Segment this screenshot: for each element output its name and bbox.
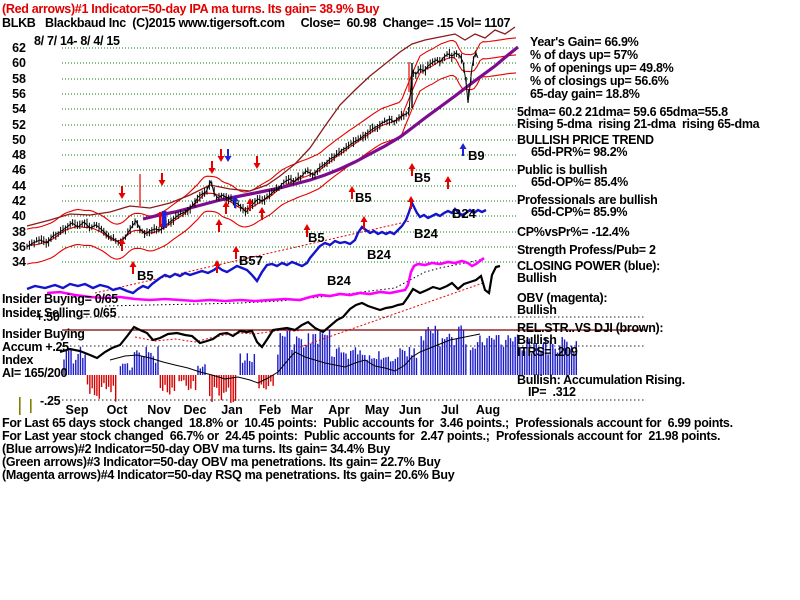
- footer-line: (Magenta arrows)#4 Indicator=50-day RSQ …: [2, 468, 455, 482]
- left-label: Index: [2, 353, 34, 367]
- stats-line: Year's Gain= 66.9%: [530, 35, 639, 49]
- stats-line: Bullish: Accumulation Rising.: [517, 373, 685, 387]
- price-tick-label: 52: [12, 118, 26, 132]
- signal-label-B9: B9: [468, 148, 485, 163]
- price-tick-label: 54: [12, 102, 26, 116]
- stats-line: CLOSING POWER (blue):: [517, 259, 660, 273]
- footer-line: (Green arrows)#3 Indicator=50-day OBV ma…: [2, 455, 441, 469]
- stats-line: REL.STR..VS DJI (brown):: [517, 321, 664, 335]
- signal-label-B5: B5: [137, 268, 154, 283]
- signal-label-B24: B24: [414, 226, 439, 241]
- stats-line: 65-day gain= 18.8%: [530, 87, 640, 101]
- price-tick-label: 34: [12, 255, 26, 269]
- indicator-1-line: (Red arrows)#1 Indicator=50-day IPA ma t…: [2, 2, 380, 16]
- stats-line: Professionals are bullish: [517, 193, 658, 207]
- date-range-label: 8/ 7/ 14- 8/ 4/ 15: [34, 34, 120, 48]
- month-label: May: [364, 403, 390, 417]
- footer-line: For Last 65 days stock changed 18.8% or …: [2, 416, 733, 430]
- price-tick-label: 40: [12, 209, 26, 223]
- price-tick-label: 38: [12, 225, 26, 239]
- left-label: Insider Selling= 0/65: [2, 306, 117, 320]
- price-tick-label: 44: [12, 179, 26, 193]
- month-label: Jan: [221, 403, 243, 417]
- month-label: Jun: [398, 403, 422, 417]
- month-label: Mar: [290, 403, 314, 417]
- left-label: Insider Buying= 0/65: [2, 292, 118, 306]
- left-label: +.50: [36, 310, 60, 324]
- price-tick-label: 46: [12, 163, 26, 177]
- stats-line: % of closings up= 56.6%: [530, 74, 669, 88]
- signal-label-B5: B5: [414, 170, 431, 185]
- month-label: Jul: [440, 403, 460, 417]
- stats-line: 65d-CP%= 85.9%: [531, 205, 628, 219]
- signal-label-B57: B57: [239, 253, 263, 268]
- stats-line: IP= .312: [528, 385, 576, 399]
- signal-label-B24: B24: [452, 206, 477, 221]
- stats-line: ITRS= .209: [517, 345, 578, 359]
- stats-line: % of openings up= 49.8%: [530, 61, 674, 75]
- price-tick-label: 60: [12, 56, 26, 70]
- price-tick-label: 50: [12, 133, 26, 147]
- left-label: -.25: [40, 394, 61, 408]
- month-label: Feb: [258, 403, 282, 417]
- stats-line: 5dma= 60.2 21dma= 59.6 65dma=55.8: [517, 105, 728, 119]
- stats-line: 65d-PR%= 98.2%: [531, 145, 628, 159]
- price-tick-label: 58: [12, 72, 26, 86]
- stats-line: OBV (magenta):: [517, 291, 608, 305]
- month-label: Nov: [147, 403, 171, 417]
- stats-line: Rising 5-dma rising 21-dma rising 65-dma: [517, 117, 760, 131]
- price-tick-label: 36: [12, 240, 26, 254]
- month-label: Oct: [106, 403, 128, 417]
- stats-line: Public is bullish: [517, 163, 608, 177]
- price-tick-label: 56: [12, 87, 26, 101]
- signal-label-B24: B24: [367, 247, 392, 262]
- month-label: Sep: [65, 403, 89, 417]
- signal-label-B5: B5: [308, 230, 325, 245]
- stats-line: 65d-OP%= 85.4%: [531, 175, 628, 189]
- price-tick-label: 62: [12, 41, 26, 55]
- stats-line: CP%vsPr%= -12.4%: [517, 225, 630, 239]
- stats-line: Strength Profess/Pub= 2: [517, 243, 656, 257]
- stats-line: % of days up= 57%: [530, 48, 638, 62]
- price-tick-label: 48: [12, 148, 26, 162]
- footer-line: (Blue arrows)#2 Indicator=50-day OBV ma …: [2, 442, 390, 456]
- month-label: Aug: [475, 403, 501, 417]
- left-label: Insider Buying: [2, 327, 85, 341]
- left-label: Accum +.25: [2, 340, 69, 354]
- ticker-title-line: BLKB Blackbaud Inc (C)2015 www.tigersoft…: [2, 16, 511, 30]
- left-label: AI= 165/200: [2, 366, 68, 380]
- month-label: Apr: [328, 403, 350, 417]
- stats-line: Bullish: [517, 333, 557, 347]
- month-label: Dec: [183, 403, 207, 417]
- stats-line: Bullish: [517, 271, 557, 285]
- stats-line: Bullish: [517, 303, 557, 317]
- price-tick-label: 42: [12, 194, 26, 208]
- stats-line: BULLISH PRICE TREND: [517, 133, 654, 147]
- signal-label-B24: B24: [327, 273, 352, 288]
- footer-line: For Last year stock changed 66.7% or 24.…: [2, 429, 721, 443]
- signal-label-B5: B5: [355, 190, 372, 205]
